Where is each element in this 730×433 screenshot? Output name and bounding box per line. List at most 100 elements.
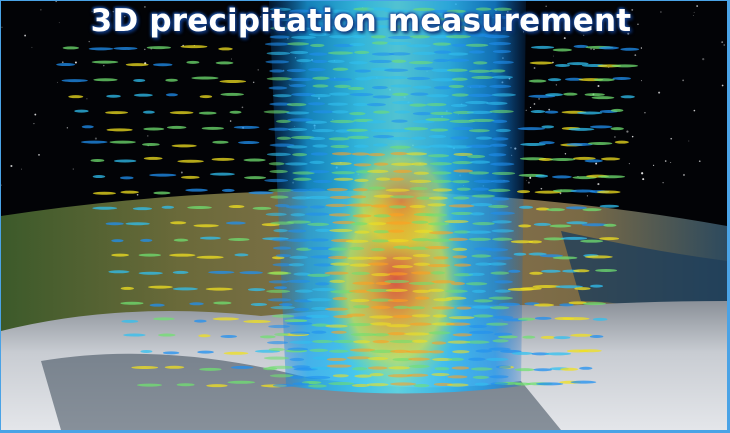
rain-streak	[476, 136, 492, 139]
rain-streak	[277, 137, 291, 140]
rain-streak	[68, 95, 83, 98]
star	[538, 98, 540, 100]
star	[634, 54, 636, 56]
rain-streak	[430, 162, 452, 165]
rain-streak	[273, 384, 294, 387]
rain-streak	[181, 176, 200, 179]
star	[670, 138, 672, 140]
rain-streak	[388, 366, 410, 369]
rain-streak	[473, 61, 487, 64]
rain-streak	[528, 240, 542, 243]
rain-streak	[244, 176, 266, 179]
rain-streak	[153, 63, 172, 66]
rain-streak	[389, 52, 411, 55]
rain-streak	[471, 76, 493, 79]
rain-streak	[387, 137, 411, 140]
rain-streak	[473, 314, 493, 317]
rain-streak	[311, 94, 331, 97]
rain-streak	[434, 51, 451, 54]
rain-streak	[597, 191, 621, 194]
rain-streak	[329, 92, 350, 95]
rain-streak	[220, 93, 244, 96]
rain-streak	[238, 141, 259, 144]
rain-streak	[270, 374, 294, 377]
rain-streak	[486, 323, 508, 326]
rain-streak	[332, 110, 349, 113]
rain-streak	[426, 103, 446, 106]
rain-streak	[328, 248, 348, 251]
rain-streak	[200, 95, 213, 98]
rain-streak	[158, 334, 176, 337]
rain-streak	[517, 190, 530, 193]
rain-streak	[545, 93, 563, 96]
rain-streak	[404, 127, 428, 130]
rain-streak	[269, 86, 288, 89]
rain-streak	[372, 86, 388, 89]
rain-streak	[621, 95, 635, 98]
rain-streak	[539, 141, 555, 144]
rain-streak	[499, 303, 521, 306]
rain-streak	[174, 239, 189, 242]
rain-streak	[266, 213, 287, 216]
rain-streak	[433, 42, 451, 45]
rain-streak	[389, 213, 405, 216]
rain-streak	[212, 141, 228, 144]
rain-streak	[471, 194, 495, 197]
rain-streak	[450, 136, 469, 139]
rain-streak	[492, 257, 512, 260]
rain-streak	[351, 222, 368, 225]
rain-streak	[574, 287, 590, 290]
star	[103, 65, 104, 66]
rain-streak	[354, 375, 371, 378]
rain-streak	[367, 103, 386, 106]
rain-streak	[371, 204, 388, 207]
rain-streak	[432, 188, 452, 191]
rain-streak	[368, 186, 386, 189]
rain-streak	[541, 270, 561, 273]
rain-streak	[388, 239, 409, 242]
rain-streak	[493, 197, 510, 200]
rain-streak	[349, 112, 365, 115]
rain-streak	[229, 111, 241, 114]
rain-streak	[354, 163, 372, 166]
rain-streak	[311, 331, 326, 334]
star	[534, 103, 536, 105]
rain-streak	[579, 367, 592, 370]
rain-streak	[111, 239, 123, 242]
rain-streak	[412, 238, 430, 241]
rain-streak	[448, 358, 464, 361]
rain-streak	[352, 282, 374, 285]
rain-streak	[541, 125, 554, 128]
rain-streak	[385, 76, 408, 79]
star	[556, 84, 557, 85]
rain-streak	[150, 304, 165, 307]
rain-streak	[492, 172, 515, 175]
rain-streak	[431, 280, 455, 283]
rain-streak	[600, 205, 619, 208]
rain-streak	[353, 188, 368, 191]
rain-streak	[553, 336, 570, 339]
rain-streak	[529, 272, 543, 275]
rain-streak	[93, 192, 116, 195]
star	[702, 58, 704, 60]
rain-streak	[229, 205, 245, 208]
rain-streak	[413, 112, 432, 115]
rain-streak	[81, 141, 108, 144]
star	[553, 56, 554, 57]
rain-streak	[239, 271, 263, 274]
star	[653, 165, 654, 166]
rain-streak	[374, 230, 390, 233]
rain-streak	[491, 382, 508, 385]
rain-streak	[584, 159, 602, 162]
rain-streak	[452, 180, 470, 183]
rain-streak	[446, 323, 471, 326]
rain-streak	[369, 373, 383, 376]
rain-streak	[371, 248, 385, 251]
rain-streak	[531, 110, 545, 113]
rain-streak	[348, 87, 364, 90]
star	[526, 180, 527, 181]
star	[38, 154, 40, 156]
rain-streak	[388, 230, 405, 233]
rain-streak	[111, 254, 129, 257]
rain-streak	[432, 341, 447, 344]
